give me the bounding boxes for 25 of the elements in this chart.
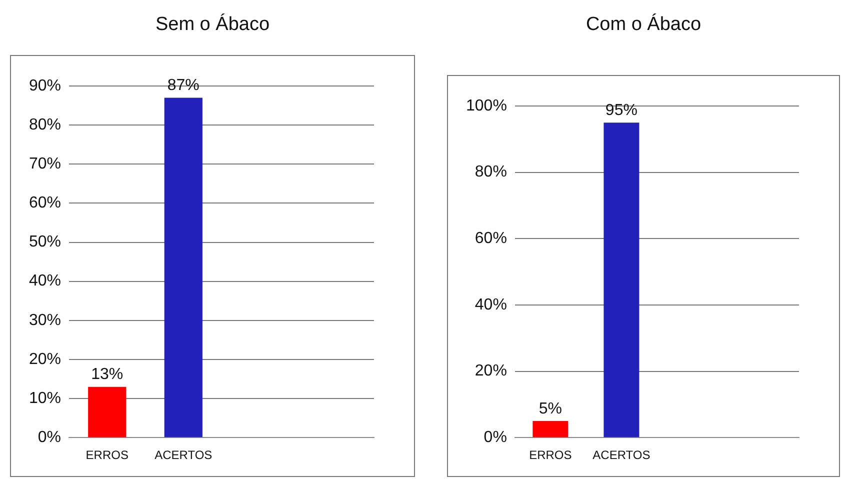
y-tick-label: 90% — [28, 77, 62, 94]
y-tick-label: 30% — [28, 312, 62, 329]
y-tick-label: 40% — [474, 296, 507, 314]
x-tick-label: ERROS — [529, 448, 572, 462]
y-tick-label: 20% — [474, 362, 507, 380]
y-tick-label: 0% — [38, 429, 62, 446]
y-tick-label: 60% — [474, 230, 507, 248]
y-tick-label: 70% — [28, 156, 62, 173]
data-label: 13% — [91, 366, 124, 384]
x-tick-label: ACERTOS — [154, 448, 212, 462]
data-label: 95% — [605, 102, 638, 119]
x-tick-label: ERROS — [86, 448, 128, 462]
chart-title: Com o Ábaco — [584, 14, 702, 36]
data-label: 5% — [538, 400, 562, 418]
y-tick-label: 20% — [28, 350, 62, 368]
chart-title: Sem o Ábaco — [154, 14, 271, 36]
y-tick-label: 80% — [28, 116, 62, 134]
y-tick-label: 100% — [466, 97, 507, 114]
y-tick-label: 0% — [484, 429, 507, 446]
y-tick-label: 10% — [28, 390, 62, 407]
x-tick-label: ACERTOS — [592, 448, 650, 462]
y-tick-label: 60% — [28, 194, 62, 212]
y-tick-label: 50% — [28, 234, 62, 251]
y-tick-label: 80% — [474, 164, 507, 181]
y-tick-label: 40% — [28, 272, 62, 290]
